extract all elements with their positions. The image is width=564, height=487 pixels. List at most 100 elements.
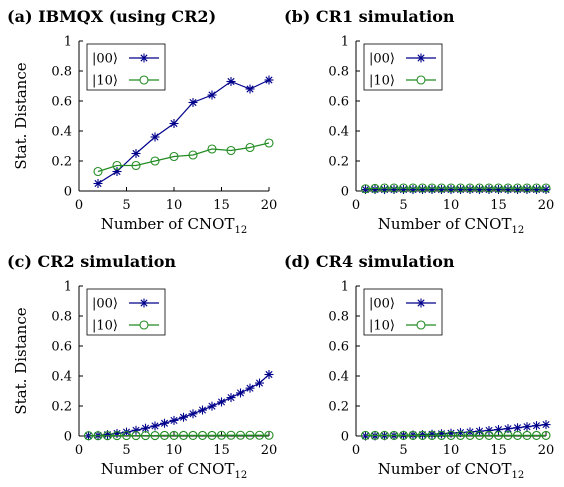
data-point xyxy=(446,430,456,440)
asterisk-stroke xyxy=(456,428,465,437)
data-point xyxy=(245,142,255,153)
x-tick-label: 10 xyxy=(166,198,183,213)
asterisk-stroke xyxy=(504,425,512,433)
data-point xyxy=(436,183,447,193)
legend-marker xyxy=(416,298,426,308)
legend-label: |10⟩ xyxy=(92,319,118,334)
legend-marker xyxy=(139,75,149,85)
data-point xyxy=(398,430,409,440)
series-10 xyxy=(360,183,551,194)
y-tick-label: 0.2 xyxy=(328,155,349,170)
x-tick-label: 10 xyxy=(166,443,183,458)
data-point xyxy=(93,431,103,441)
asterisk-stroke xyxy=(208,91,216,99)
data-point xyxy=(541,183,551,193)
legend-box xyxy=(86,288,166,336)
series-line xyxy=(365,187,546,190)
asterisk-stroke xyxy=(417,54,425,62)
data-point xyxy=(417,430,428,440)
asterisk-stroke xyxy=(151,133,159,141)
panel-title: (a) IBMQX (using CR2) xyxy=(7,7,216,26)
asterisk-stroke xyxy=(236,389,245,397)
asterisk-stroke xyxy=(140,54,148,62)
data-point xyxy=(159,430,170,440)
asterisk-stroke xyxy=(265,76,273,84)
data-point xyxy=(245,84,255,94)
data-point xyxy=(361,185,370,194)
data-point xyxy=(150,430,160,441)
data-point xyxy=(245,430,255,440)
panel-label: (c) xyxy=(7,252,37,271)
panel-title: (d) CR4 simulation xyxy=(284,252,455,271)
data-point xyxy=(503,183,513,193)
panel-b: (b) CR1 simulation 0 5 10 15 20 0 0.2 0.4 0.6 0.8 1… xyxy=(284,7,554,236)
data-point xyxy=(102,431,113,441)
x-tick-label: 15 xyxy=(213,198,230,213)
asterisk-stroke xyxy=(189,98,197,107)
legend-marker xyxy=(139,320,149,330)
asterisk-stroke xyxy=(217,398,226,406)
data-point xyxy=(198,405,207,415)
legend-label: |10⟩ xyxy=(92,74,118,89)
x-tick-label: 15 xyxy=(490,198,507,213)
data-point xyxy=(235,430,246,440)
data-point xyxy=(436,430,447,440)
series-10 xyxy=(83,430,274,441)
data-point xyxy=(522,430,532,440)
y-tick-label: 0.2 xyxy=(328,400,349,415)
x-axis-label-subscript: 12 xyxy=(234,470,247,481)
asterisk-stroke xyxy=(132,149,140,158)
data-point xyxy=(522,422,532,432)
x-tick-label: 10 xyxy=(443,198,460,213)
legend-label: |00⟩ xyxy=(92,52,118,67)
data-point xyxy=(389,430,399,440)
asterisk-stroke xyxy=(361,185,370,194)
y-axis-label: Stat. Distance xyxy=(12,62,30,169)
x-tick-label: 15 xyxy=(213,443,230,458)
panel-c: (c) CR2 simulation 0 5 10 15 20 0 0.2 0.4 0.6 0.8 1… xyxy=(7,252,277,481)
data-point xyxy=(207,430,217,440)
data-point xyxy=(531,183,542,193)
data-point xyxy=(512,183,523,193)
panel-label: (d) xyxy=(284,252,316,271)
data-point xyxy=(217,397,226,407)
x-tick-label: 20 xyxy=(538,198,555,213)
asterisk-stroke xyxy=(418,431,427,439)
x-axis-label-text: Number of CNOT xyxy=(378,215,512,233)
data-point xyxy=(150,421,160,431)
data-point xyxy=(93,179,103,188)
data-point xyxy=(112,430,122,441)
y-tick-label: 0 xyxy=(64,430,72,445)
data-point xyxy=(446,183,456,193)
legend-label: |00⟩ xyxy=(92,297,118,312)
x-axis-label: Number of CNOT12 xyxy=(378,460,524,481)
panel-a: (a) IBMQX (using CR2) 0 5 10 15 20 0 0.2 0.4 0.6 0… xyxy=(7,7,277,236)
data-point xyxy=(169,415,179,425)
y-tick-label: 0.6 xyxy=(328,95,349,110)
y-tick-label: 0.8 xyxy=(328,65,349,80)
legend-marker xyxy=(139,53,149,63)
x-tick-label: 20 xyxy=(261,443,278,458)
asterisk-stroke xyxy=(198,406,207,414)
asterisk-stroke xyxy=(170,416,178,424)
legend-box xyxy=(363,288,443,336)
x-tick-label: 0 xyxy=(352,443,360,458)
data-point xyxy=(360,184,371,194)
data-point xyxy=(112,160,122,171)
data-point xyxy=(493,430,504,440)
data-point xyxy=(408,430,418,440)
data-point xyxy=(93,166,103,177)
data-point xyxy=(455,430,466,440)
series-00 xyxy=(84,370,274,441)
data-point xyxy=(541,430,551,440)
data-point xyxy=(370,430,380,440)
y-axis-label: Stat. Distance xyxy=(12,307,30,414)
y-tick-label: 0.4 xyxy=(328,370,349,385)
x-axis-label: Number of CNOT12 xyxy=(378,215,524,236)
asterisk-stroke xyxy=(227,394,235,402)
y-tick-label: 0.6 xyxy=(328,340,349,355)
data-point xyxy=(188,98,198,107)
panel-title-text: CR2 simulation xyxy=(37,252,176,271)
legend: |00⟩ |10⟩ xyxy=(86,288,166,336)
panel-title-text: IBMQX (using CR2) xyxy=(38,7,216,26)
